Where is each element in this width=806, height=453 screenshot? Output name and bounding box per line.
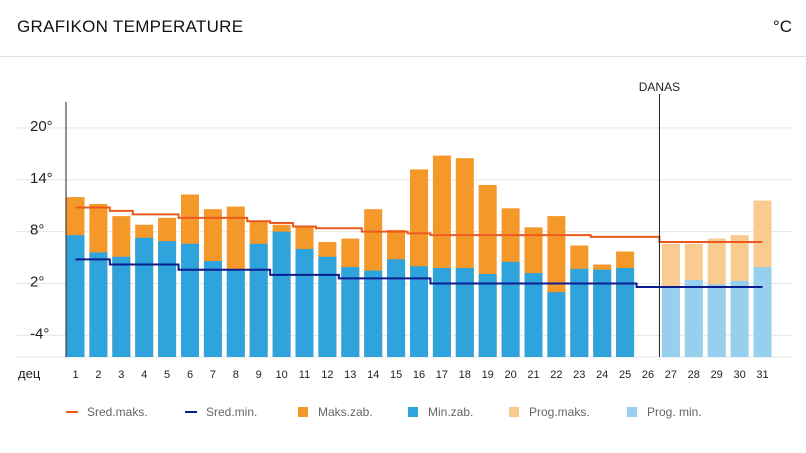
x-tick-label: 18 <box>459 369 471 381</box>
legend-swatch <box>408 407 418 417</box>
legend-label: Prog.maks. <box>529 405 590 419</box>
min-temp-bar <box>478 274 497 357</box>
min-temp-bar <box>524 273 543 357</box>
min-temp-bar <box>364 270 383 357</box>
min-temp-bar <box>158 241 177 357</box>
forecast-min-bar <box>730 280 749 357</box>
x-tick-label: 12 <box>321 369 333 381</box>
min-temp-bar <box>387 259 406 357</box>
min-temp-bar <box>616 267 635 357</box>
legend-label: Min.zab. <box>428 405 473 419</box>
legend-label: Maks.zab. <box>318 405 373 419</box>
x-tick-label: 20 <box>504 369 516 381</box>
min-temp-bar <box>318 256 337 357</box>
legend-swatch <box>298 407 308 417</box>
x-tick-label: 22 <box>550 369 562 381</box>
forecast-min-bar <box>753 267 772 357</box>
x-tick-label: 10 <box>275 369 287 381</box>
legend-label: Sred.maks. <box>87 405 148 419</box>
x-tick-label: 4 <box>141 369 147 381</box>
x-tick-label: 21 <box>527 369 539 381</box>
min-temp-bar <box>203 261 222 357</box>
today-label: DANAS <box>639 80 680 94</box>
min-temp-bar <box>547 292 566 357</box>
x-tick-label: 8 <box>233 369 239 381</box>
x-tick-label: 23 <box>573 369 585 381</box>
x-tick-label: 31 <box>756 369 768 381</box>
legend-swatch <box>509 407 519 417</box>
y-tick-label: 20° <box>30 118 53 135</box>
min-temp-bar <box>593 269 612 357</box>
x-tick-label: 9 <box>256 369 262 381</box>
x-tick-label: 3 <box>118 369 124 381</box>
x-tick-label: 26 <box>642 369 654 381</box>
min-temp-bar <box>181 243 199 357</box>
y-tick-label: 14° <box>30 170 53 187</box>
x-axis-label: дец <box>18 366 41 381</box>
legend-swatch <box>627 407 637 417</box>
x-tick-label: 28 <box>688 369 700 381</box>
min-temp-bar <box>501 261 520 357</box>
min-temp-bar <box>66 235 85 357</box>
x-tick-label: 11 <box>299 369 310 381</box>
min-temp-bar <box>455 267 474 357</box>
forecast-min-bar <box>707 284 726 357</box>
min-temp-bar <box>432 267 451 357</box>
min-temp-bar <box>410 266 428 357</box>
min-temp-bar <box>570 268 589 357</box>
x-tick-label: 1 <box>72 369 78 381</box>
legend-label: Prog. min. <box>647 405 702 419</box>
min-temp-bar <box>295 248 314 357</box>
x-tick-label: 7 <box>210 369 216 381</box>
x-tick-label: 27 <box>665 369 677 381</box>
min-temp-bar <box>341 267 360 357</box>
legend-label: Sred.min. <box>206 405 257 419</box>
x-tick-label: 25 <box>619 369 631 381</box>
unit-label: °C <box>772 17 792 36</box>
x-tick-label: 5 <box>164 369 170 381</box>
y-tick-label: 8° <box>30 222 44 239</box>
x-tick-label: 29 <box>711 369 723 381</box>
min-temp-bar <box>226 269 245 357</box>
x-tick-label: 2 <box>95 369 101 381</box>
min-temp-bar <box>135 237 154 357</box>
x-tick-label: 6 <box>187 369 193 381</box>
min-temp-bar <box>112 256 131 357</box>
y-tick-label: -4° <box>30 325 49 342</box>
x-tick-label: 14 <box>367 369 379 381</box>
x-tick-label: 30 <box>733 369 745 381</box>
min-temp-bar <box>272 231 291 357</box>
chart-title: GRAFIKON TEMPERATURE <box>17 17 244 36</box>
x-tick-label: 17 <box>436 369 448 381</box>
avg-max-line <box>75 206 763 244</box>
x-tick-label: 15 <box>390 369 402 381</box>
x-tick-label: 16 <box>413 369 425 381</box>
min-temp-bar <box>249 243 268 357</box>
forecast-min-bar <box>684 280 703 357</box>
x-tick-label: 19 <box>482 369 494 381</box>
x-tick-label: 24 <box>596 369 608 381</box>
y-tick-label: 2° <box>30 274 44 291</box>
forecast-min-bar <box>661 287 680 357</box>
min-temp-bar <box>89 252 108 357</box>
avg-min-line <box>75 258 763 288</box>
chart-header: GRAFIKON TEMPERATURE °C <box>0 0 806 57</box>
x-tick-label: 13 <box>344 369 356 381</box>
